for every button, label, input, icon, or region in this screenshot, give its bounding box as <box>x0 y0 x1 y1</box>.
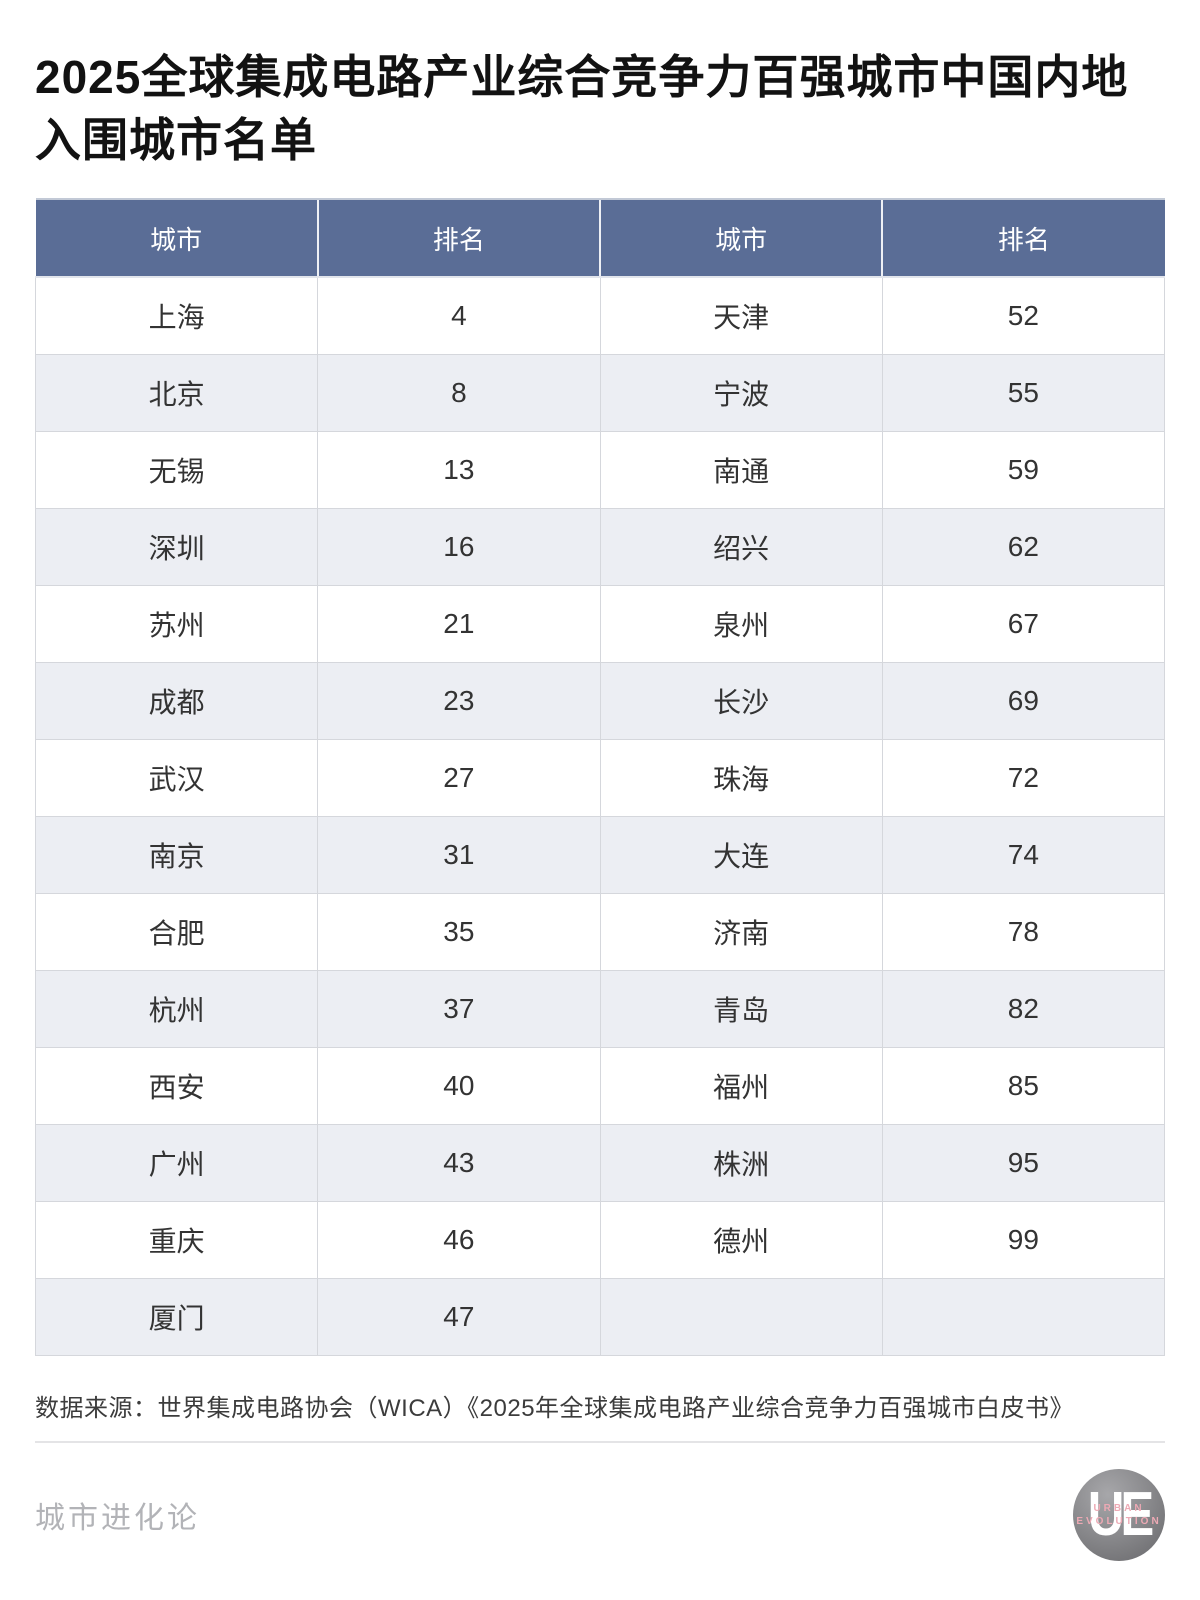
city-cell: 绍兴 <box>599 507 883 586</box>
table-row: 北京 8 宁波 55 <box>34 353 1166 432</box>
logo-monogram: UE <box>1087 1480 1155 1549</box>
city-cell: 南京 <box>34 815 319 894</box>
table-row: 无锡 13 南通 59 <box>34 430 1166 509</box>
ranking-table: 城市 排名 城市 排名 上海 4 天津 52 北京 8 宁波 55 无锡 13 南通 59 深圳 16 绍兴… <box>34 198 1166 1356</box>
city-cell: 南通 <box>599 430 883 509</box>
city-cell <box>599 1277 883 1356</box>
city-cell: 大连 <box>599 815 883 894</box>
rank-cell: 35 <box>317 892 601 971</box>
table-row: 重庆 46 德州 99 <box>34 1200 1166 1279</box>
city-cell: 苏州 <box>34 584 319 663</box>
city-cell: 天津 <box>599 276 883 355</box>
data-source-note: 数据来源：世界集成电路协会（WICA）《2025年全球集成电路产业综合竞争力百强… <box>35 1394 1075 1422</box>
rank-cell: 40 <box>317 1046 601 1125</box>
city-cell: 株洲 <box>599 1123 883 1202</box>
rank-cell: 69 <box>881 661 1166 740</box>
rank-cell: 52 <box>881 276 1166 355</box>
rank-cell: 43 <box>317 1123 601 1202</box>
city-cell: 泉州 <box>599 584 883 663</box>
table-row: 西安 40 福州 85 <box>34 1046 1166 1125</box>
rank-cell <box>881 1277 1166 1356</box>
rank-cell: 4 <box>317 276 601 355</box>
table-row: 广州 43 株洲 95 <box>34 1123 1166 1202</box>
table-row: 厦门 47 <box>34 1277 1166 1356</box>
city-cell: 广州 <box>34 1123 319 1202</box>
rank-cell: 13 <box>317 430 601 509</box>
rank-cell: 21 <box>317 584 601 663</box>
city-cell: 西安 <box>34 1046 319 1125</box>
rank-cell: 27 <box>317 738 601 817</box>
page-title: 2025全球集成电路产业综合竞争力百强城市中国内地入围城市名单 <box>35 51 1129 166</box>
city-cell: 长沙 <box>599 661 883 740</box>
table-row: 苏州 21 泉州 67 <box>34 584 1166 663</box>
city-cell: 深圳 <box>34 507 319 586</box>
rank-cell: 59 <box>881 430 1166 509</box>
column-header-city-right: 城市 <box>598 198 883 278</box>
table-row: 成都 23 长沙 69 <box>34 661 1166 740</box>
logo-wordmark-line2: EVOLUTION <box>1076 1515 1162 1527</box>
column-header-rank-right: 排名 <box>881 198 1165 278</box>
rank-cell: 85 <box>881 1046 1166 1125</box>
city-cell: 杭州 <box>34 969 319 1048</box>
table-row: 武汉 27 珠海 72 <box>34 738 1166 817</box>
page: 2025全球集成电路产业综合竞争力百强城市中国内地入围城市名单 城市 排名 城市… <box>34 51 1166 1561</box>
table-row: 南京 31 大连 74 <box>34 815 1166 894</box>
rank-cell: 62 <box>881 507 1166 586</box>
city-cell: 成都 <box>34 661 319 740</box>
city-cell: 重庆 <box>34 1200 319 1279</box>
rank-cell: 31 <box>317 815 601 894</box>
footer-divider <box>35 1440 1165 1443</box>
table-row: 深圳 16 绍兴 62 <box>34 507 1166 586</box>
rank-cell: 37 <box>317 969 601 1048</box>
table-body: 上海 4 天津 52 北京 8 宁波 55 无锡 13 南通 59 深圳 16 绍兴 62 苏州 21 泉州 67 成都… <box>34 276 1166 1356</box>
table-row: 合肥 35 济南 78 <box>34 892 1166 971</box>
city-cell: 青岛 <box>599 969 883 1048</box>
rank-cell: 67 <box>881 584 1166 663</box>
rank-cell: 8 <box>317 353 601 432</box>
city-cell: 济南 <box>599 892 883 971</box>
city-cell: 厦门 <box>34 1277 319 1356</box>
urban-evolution-logo: UE URBAN EVOLUTION <box>1073 1468 1165 1561</box>
rank-cell: 74 <box>881 815 1166 894</box>
rank-cell: 16 <box>317 507 601 586</box>
logo-wordmark-line1: URBAN <box>1093 1502 1145 1514</box>
rank-cell: 47 <box>317 1277 601 1356</box>
rank-cell: 99 <box>881 1200 1166 1279</box>
rank-cell: 78 <box>881 892 1166 971</box>
table-row: 上海 4 天津 52 <box>34 276 1166 355</box>
column-header-city-left: 城市 <box>35 198 318 278</box>
rank-cell: 95 <box>881 1123 1166 1202</box>
footer: 城市进化论 UE URBAN EVOLUTION <box>35 1468 1165 1561</box>
rank-cell: 46 <box>317 1200 601 1279</box>
table-row: 杭州 37 青岛 82 <box>34 969 1166 1048</box>
rank-cell: 55 <box>881 353 1166 432</box>
rank-cell: 72 <box>881 738 1166 817</box>
table-header-row: 城市 排名 城市 排名 <box>35 198 1165 278</box>
city-cell: 合肥 <box>34 892 319 971</box>
rank-cell: 23 <box>317 661 601 740</box>
city-cell: 武汉 <box>34 738 319 817</box>
table-head: 城市 排名 城市 排名 <box>35 198 1165 278</box>
city-cell: 无锡 <box>34 430 319 509</box>
brand-name: 城市进化论 <box>35 1501 200 1535</box>
rank-cell: 82 <box>881 969 1166 1048</box>
city-cell: 珠海 <box>599 738 883 817</box>
city-cell: 福州 <box>599 1046 883 1125</box>
city-cell: 上海 <box>34 276 319 355</box>
logo-wordmark: URBAN EVOLUTION <box>1073 1502 1165 1528</box>
city-cell: 德州 <box>599 1200 883 1279</box>
city-cell: 宁波 <box>599 353 883 432</box>
column-header-rank-left: 排名 <box>316 198 600 278</box>
city-cell: 北京 <box>34 353 319 432</box>
